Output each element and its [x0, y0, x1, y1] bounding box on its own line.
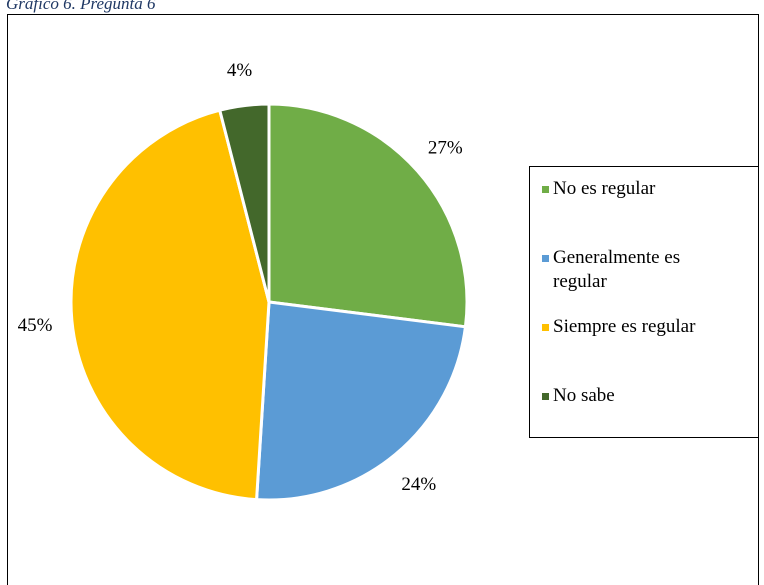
data-label: 24%: [401, 474, 436, 495]
data-label: 4%: [227, 60, 253, 81]
legend-item-generalmente-es-regular: Generalmente es regular: [542, 246, 733, 294]
legend-label: No sabe: [553, 385, 615, 406]
legend-item-no-es-regular: No es regular: [542, 177, 753, 201]
pie-slice-siempre-es-regular: [69, 108, 271, 502]
pie-slice-generalmente-es-regular: [255, 300, 467, 502]
figure-caption: Gráfico 6. Pregunta 6: [6, 0, 156, 13]
legend-item-no-sabe: No sabe: [542, 384, 753, 408]
legend-swatch: [542, 186, 549, 193]
chart-legend: No es regular Generalmente es regular Si…: [529, 166, 759, 438]
legend-label: No es regular: [553, 178, 656, 199]
legend-swatch: [542, 255, 549, 262]
pie-slice-no-sabe: [218, 102, 271, 304]
legend-item-siempre-es-regular: Siempre es regular: [542, 315, 753, 339]
pie-data-labels: 27% 24% 45% 4%: [18, 60, 463, 495]
legend-label: Generalmente es regular: [553, 247, 681, 292]
legend-swatch: [542, 324, 549, 331]
pie-slice-no-es-regular: [267, 102, 469, 329]
legend-label: Siempre es regular: [553, 316, 696, 337]
pie-slices: [69, 102, 469, 502]
data-label: 27%: [428, 138, 463, 159]
legend-swatch: [542, 393, 549, 400]
data-label: 45%: [18, 315, 53, 336]
